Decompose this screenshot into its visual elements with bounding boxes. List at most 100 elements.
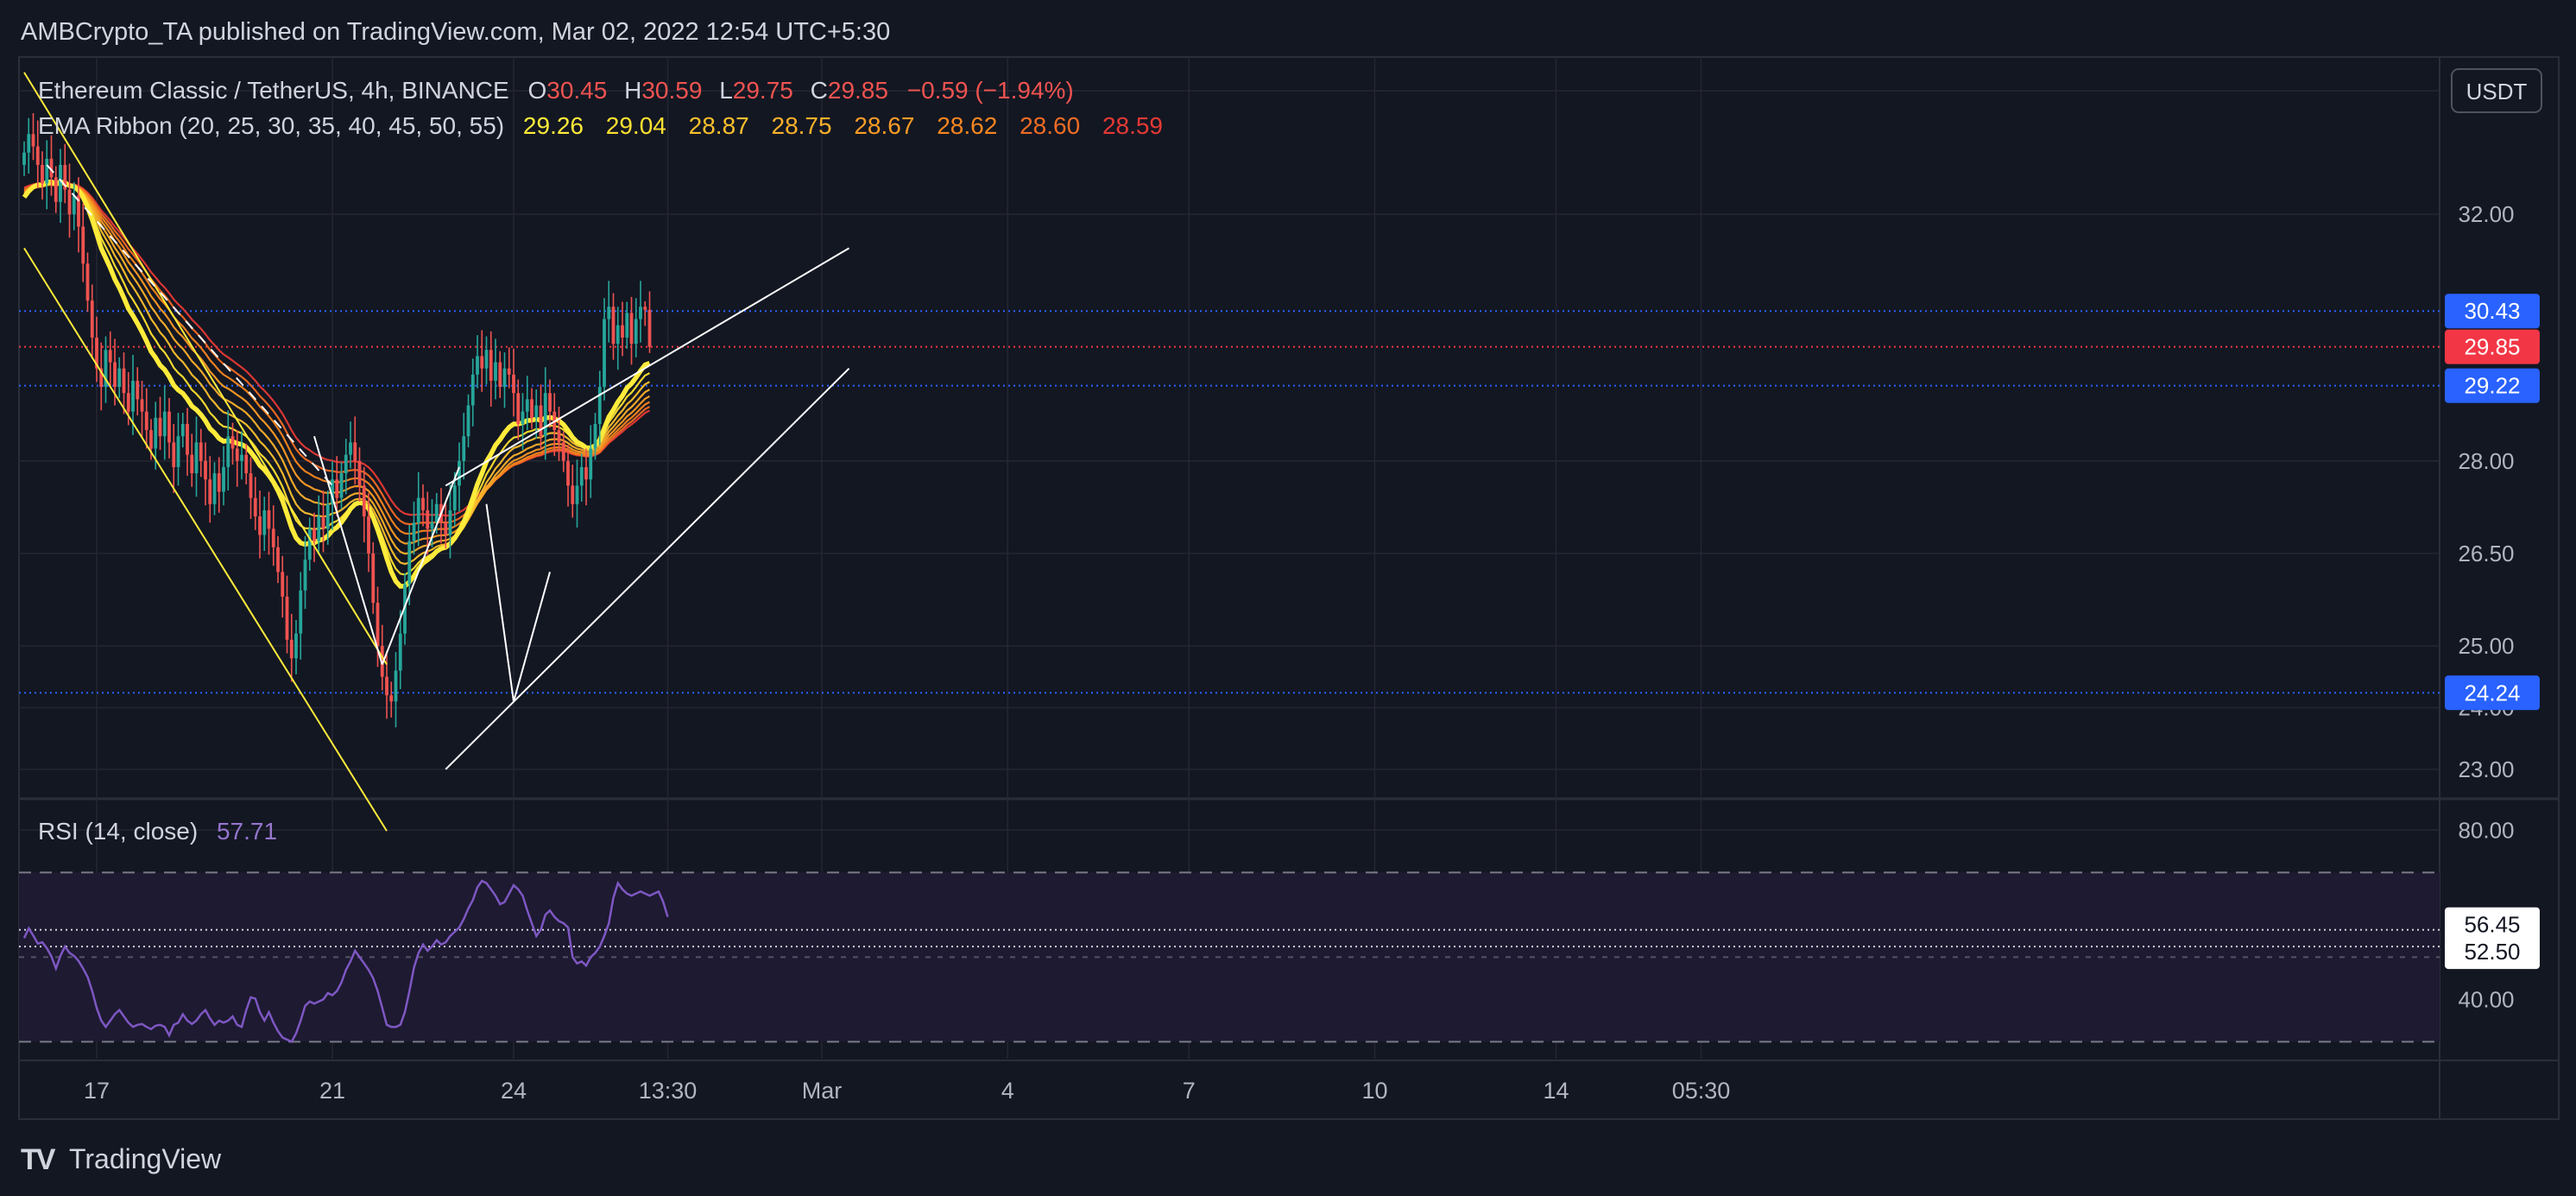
currency-badge-box[interactable] <box>2451 68 2542 113</box>
candle-body <box>430 522 434 529</box>
price-tick-label: 23.00 <box>2458 756 2514 782</box>
candle-body <box>180 423 185 437</box>
candle <box>313 512 316 562</box>
candle <box>430 499 434 547</box>
candle-body <box>566 460 570 486</box>
high-value: 30.59 <box>641 77 702 104</box>
change-value: −0.59 (−1.94%) <box>907 77 1074 104</box>
candle <box>344 439 348 495</box>
low-label: L <box>719 77 733 104</box>
price-legend[interactable]: Ethereum Classic / TetherUS, 4h, BINANCE… <box>38 77 1074 104</box>
candle-body <box>136 380 140 400</box>
candle-body <box>186 423 189 455</box>
candle <box>484 336 489 385</box>
ema-value-2: 29.04 <box>606 112 666 139</box>
candle <box>357 447 362 502</box>
candle <box>285 575 289 654</box>
candle-body <box>575 485 579 504</box>
candle-body <box>643 307 647 310</box>
candle <box>502 352 507 408</box>
candle <box>104 336 108 403</box>
rsi-title[interactable]: RSI (14, close) <box>38 818 198 845</box>
price-tick-label: 28.00 <box>2458 448 2514 474</box>
candle-body <box>521 411 525 424</box>
candle <box>643 301 647 326</box>
candle <box>389 681 394 718</box>
currency-badge[interactable]: USDT <box>2466 79 2528 104</box>
candle <box>72 181 76 231</box>
time-tick-label: 21 <box>319 1078 345 1104</box>
candle <box>258 490 262 559</box>
candle-body <box>357 460 362 486</box>
candle-body <box>434 503 439 523</box>
candle-body <box>534 405 539 418</box>
time-tick-label: 13:30 <box>639 1078 698 1104</box>
candle <box>362 466 366 543</box>
candle <box>398 610 402 690</box>
candle <box>607 281 611 343</box>
time-tick-label: 05:30 <box>1672 1078 1731 1104</box>
ema-value-7: 28.60 <box>1020 112 1080 139</box>
candle-body <box>621 325 624 338</box>
candle <box>67 163 72 238</box>
candle-body <box>131 380 135 412</box>
candle <box>99 342 104 411</box>
symbol-title[interactable]: Ethereum Classic / TetherUS, 4h, BINANCE <box>38 77 509 104</box>
candle-body <box>394 670 398 702</box>
rsi-tick-label: 80.00 <box>2458 817 2514 843</box>
candle <box>317 495 321 555</box>
candle-body <box>45 158 49 184</box>
time-tick-label: 17 <box>84 1078 110 1104</box>
time-tick-label: 14 <box>1543 1078 1569 1104</box>
candle-body <box>307 528 312 560</box>
candle <box>41 151 44 199</box>
rsi-legend[interactable]: RSI (14, close) 57.71 <box>38 818 277 845</box>
candle-body <box>258 516 262 535</box>
trendline <box>46 164 333 487</box>
candle-body <box>167 411 171 443</box>
candle-body <box>303 560 307 591</box>
price-level-badge-text: 24.24 <box>2464 680 2520 706</box>
candle-body <box>489 350 493 381</box>
published-header: AMBCrypto_TA published on TradingView.co… <box>21 18 890 46</box>
ema-legend[interactable]: EMA Ribbon (20, 25, 30, 35, 40, 45, 50, … <box>38 112 1163 139</box>
candle-body <box>367 516 370 554</box>
candle-body <box>244 454 249 474</box>
candle-body <box>325 503 330 529</box>
candle-body <box>67 189 72 215</box>
candle <box>571 465 575 518</box>
candle-body <box>349 442 352 455</box>
tradingview-logo[interactable]: TV TradingView <box>21 1143 222 1176</box>
candle-body <box>140 399 144 412</box>
candle-body <box>480 356 484 369</box>
candle-body <box>190 454 194 474</box>
candle <box>498 351 502 398</box>
candle <box>584 448 588 506</box>
candle <box>376 586 380 668</box>
ema-legend-title[interactable]: EMA Ribbon (20, 25, 30, 35, 40, 45, 50, … <box>38 112 504 139</box>
candle-body <box>162 411 167 437</box>
candle-body <box>426 509 430 529</box>
candle-body <box>512 374 515 394</box>
price-level-labels[interactable]: 30.43 29.85 29.22 24.24 <box>2445 294 2540 711</box>
candle <box>579 453 584 502</box>
candle <box>77 177 80 253</box>
candle <box>597 370 602 446</box>
candle-body <box>579 466 584 486</box>
candle <box>180 413 185 448</box>
candle <box>199 428 203 478</box>
candle <box>63 143 67 204</box>
candle-body <box>353 442 357 461</box>
candle-body <box>448 509 452 535</box>
candle <box>54 166 58 213</box>
candle-body <box>603 319 606 388</box>
candle-body <box>249 473 253 498</box>
candle-body <box>561 442 565 461</box>
candle <box>476 335 479 389</box>
candle <box>647 291 652 353</box>
candle <box>136 367 140 415</box>
candle-body <box>59 164 62 202</box>
candle <box>244 443 249 484</box>
rsi-axis-labels: 40.00 80.00 <box>2458 817 2514 1012</box>
